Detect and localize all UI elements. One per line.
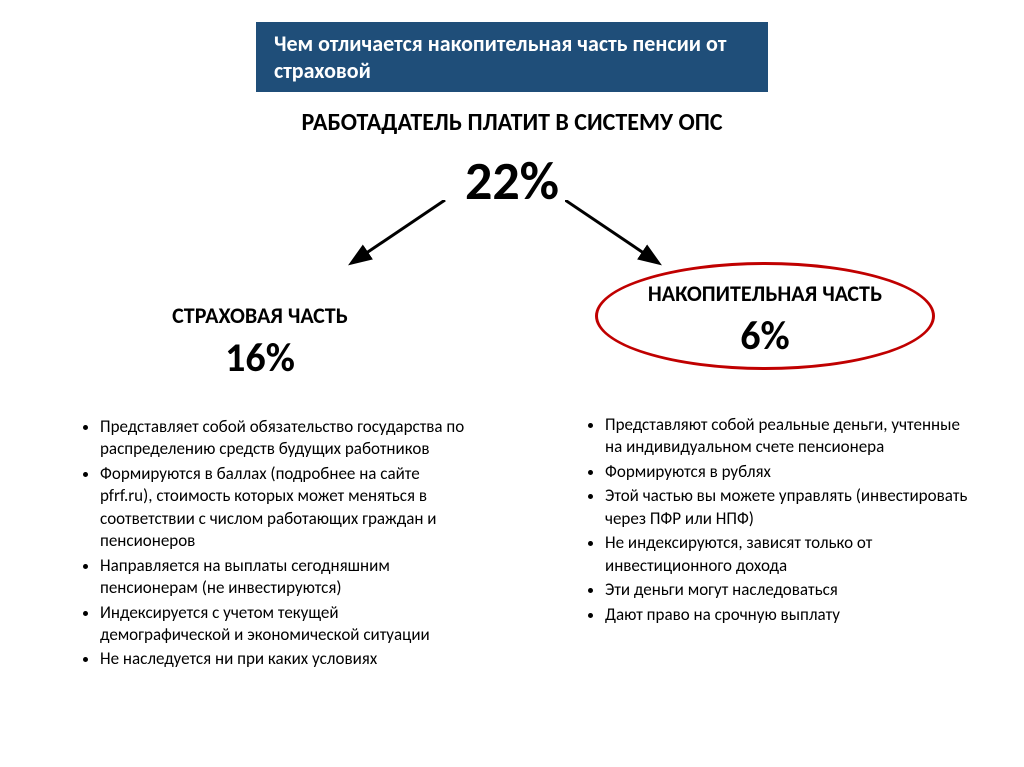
subtitle: РАБОТАДАТЕЛЬ ПЛАТИТ В СИСТЕМУ ОПС xyxy=(301,108,722,137)
left-percent: 16% xyxy=(30,333,490,382)
arrow-right-icon xyxy=(565,200,675,280)
list-item: Не наследуется ни при каких условиях xyxy=(100,648,470,670)
right-column: НАКОПИТЕЛЬНАЯ ЧАСТЬ 6% Представляют собо… xyxy=(535,270,995,628)
list-item: Направляется на выплаты сегодняшним пенс… xyxy=(100,555,470,600)
arrow-left-line xyxy=(353,200,445,262)
list-item: Не индексируются, зависят только от инве… xyxy=(605,532,975,577)
right-bullets: Представляют собой реальные деньги, учте… xyxy=(535,414,995,626)
left-heading: СТРАХОВАЯ ЧАСТЬ xyxy=(30,302,490,329)
right-heading: НАКОПИТЕЛЬНАЯ ЧАСТЬ xyxy=(535,280,995,307)
left-heading-wrap: СТРАХОВАЯ ЧАСТЬ 16% xyxy=(30,292,490,388)
left-bullets: Представляет собой обязательство государ… xyxy=(30,416,490,671)
arrow-left-icon xyxy=(345,200,455,280)
list-item: Дают право на срочную выплату xyxy=(605,604,975,626)
title-banner: Чем отличается накопительная часть пенси… xyxy=(256,22,768,92)
list-item: Формируются в баллах (подробнее на сайте… xyxy=(100,463,470,553)
arrow-right-line xyxy=(565,200,657,262)
right-percent: 6% xyxy=(535,311,995,360)
list-item: Этой частью вы можете управлять (инвести… xyxy=(605,485,975,530)
total-percent: 22% xyxy=(465,148,559,214)
list-item: Эти деньги могут наследоваться xyxy=(605,579,975,601)
list-item: Представляет собой обязательство государ… xyxy=(100,416,470,461)
title-text: Чем отличается накопительная часть пенси… xyxy=(274,30,726,84)
list-item: Формируются в рублях xyxy=(605,461,975,483)
right-heading-wrap: НАКОПИТЕЛЬНАЯ ЧАСТЬ 6% xyxy=(535,270,995,366)
list-item: Индексируется с учетом текущей демографи… xyxy=(100,602,470,647)
left-column: СТРАХОВАЯ ЧАСТЬ 16% Представляет собой о… xyxy=(30,292,490,673)
list-item: Представляют собой реальные деньги, учте… xyxy=(605,414,975,459)
